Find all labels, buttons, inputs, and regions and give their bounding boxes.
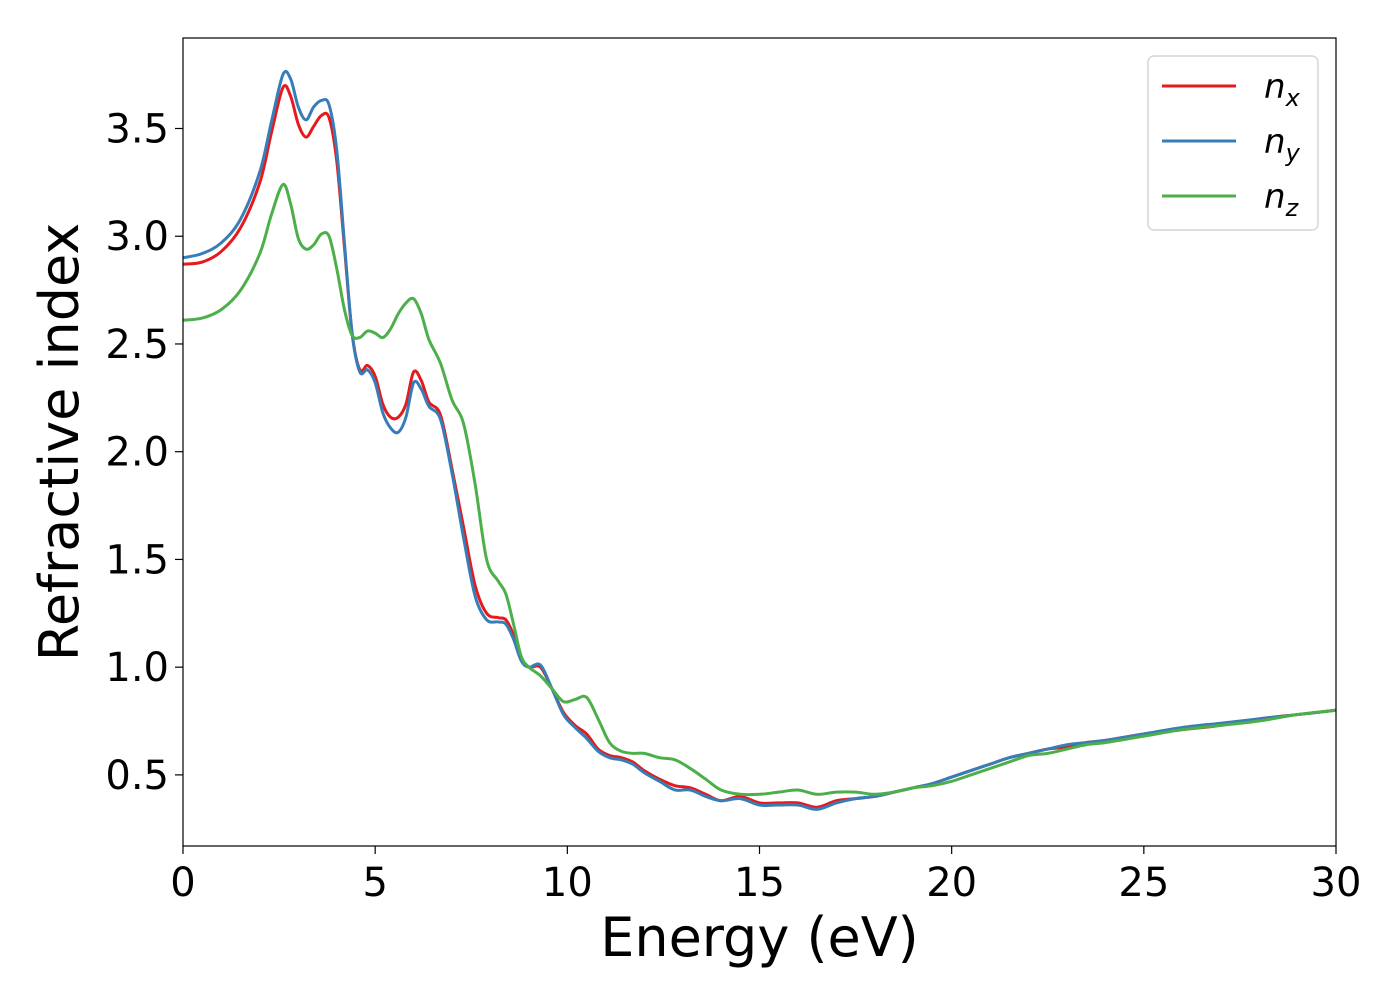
x-tick-label: 30 xyxy=(1311,860,1362,906)
plot-area xyxy=(183,69,1336,811)
legend-label-nx: nx xyxy=(1264,67,1301,112)
legend-box xyxy=(1147,55,1319,231)
y-axis-title: Refractive index xyxy=(28,223,91,662)
axes: 0 5 10 15 20 25 30 0.5 1.0 1.5 2.0 2.5 3.0 3.5 xyxy=(105,37,1362,906)
x-tick-label: 20 xyxy=(926,860,977,906)
x-tick-label: 15 xyxy=(734,860,785,906)
y-tick-label: 2.5 xyxy=(105,322,169,368)
legend-label-nz: nz xyxy=(1264,177,1300,222)
series-line-ny xyxy=(183,69,1336,811)
y-tick-label: 3.5 xyxy=(105,106,169,152)
legend-label-ny: ny xyxy=(1264,122,1301,167)
x-tick-label: 0 xyxy=(170,860,195,906)
y-tick-label: 2.0 xyxy=(105,430,169,476)
legend: nx ny nz xyxy=(1147,55,1319,231)
x-axis-title: Energy (eV) xyxy=(600,906,919,969)
y-tick-label: 1.0 xyxy=(105,645,169,691)
x-tick-label: 25 xyxy=(1118,860,1169,906)
x-tick-label: 10 xyxy=(542,860,593,906)
y-tick-label: 3.0 xyxy=(105,214,169,260)
x-tick-label: 5 xyxy=(362,860,387,906)
series-line-nz xyxy=(183,182,1336,797)
y-tick-label: 1.5 xyxy=(105,537,169,583)
y-tick-label: 0.5 xyxy=(105,753,169,799)
